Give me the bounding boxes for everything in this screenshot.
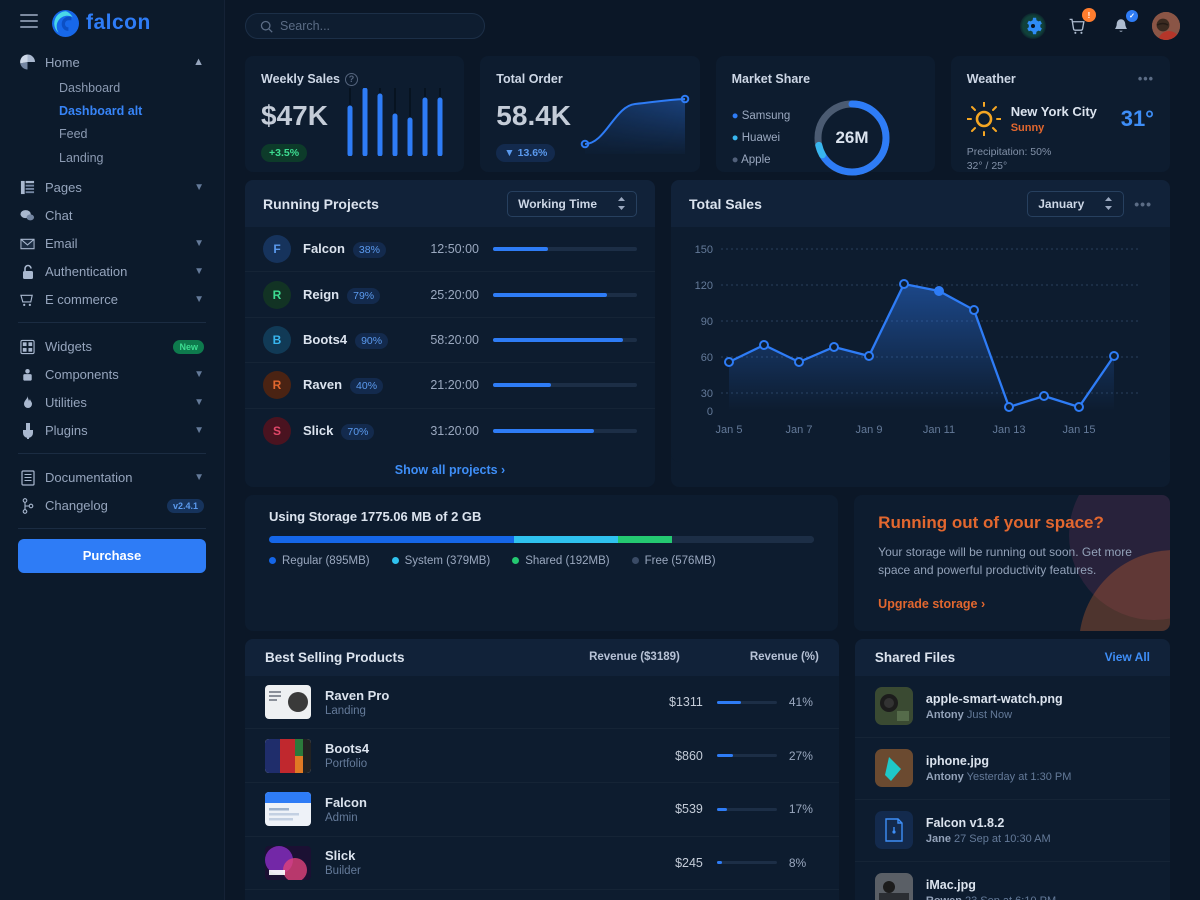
svg-text:26M: 26M: [836, 128, 869, 147]
svg-text:0: 0: [707, 406, 713, 418]
svg-text:Jan 15: Jan 15: [1062, 424, 1095, 436]
svg-text:Jan 11: Jan 11: [923, 424, 955, 436]
svg-text:120: 120: [695, 280, 713, 292]
svg-text:Jan 5: Jan 5: [716, 424, 743, 436]
svg-text:90: 90: [701, 316, 713, 328]
svg-text:60: 60: [701, 352, 713, 364]
svg-text:Jan 13: Jan 13: [992, 424, 1025, 436]
svg-text:Jan 9: Jan 9: [856, 424, 883, 436]
svg-text:150: 150: [695, 244, 713, 256]
svg-text:Jan 7: Jan 7: [786, 424, 813, 436]
svg-text:30: 30: [701, 388, 713, 400]
